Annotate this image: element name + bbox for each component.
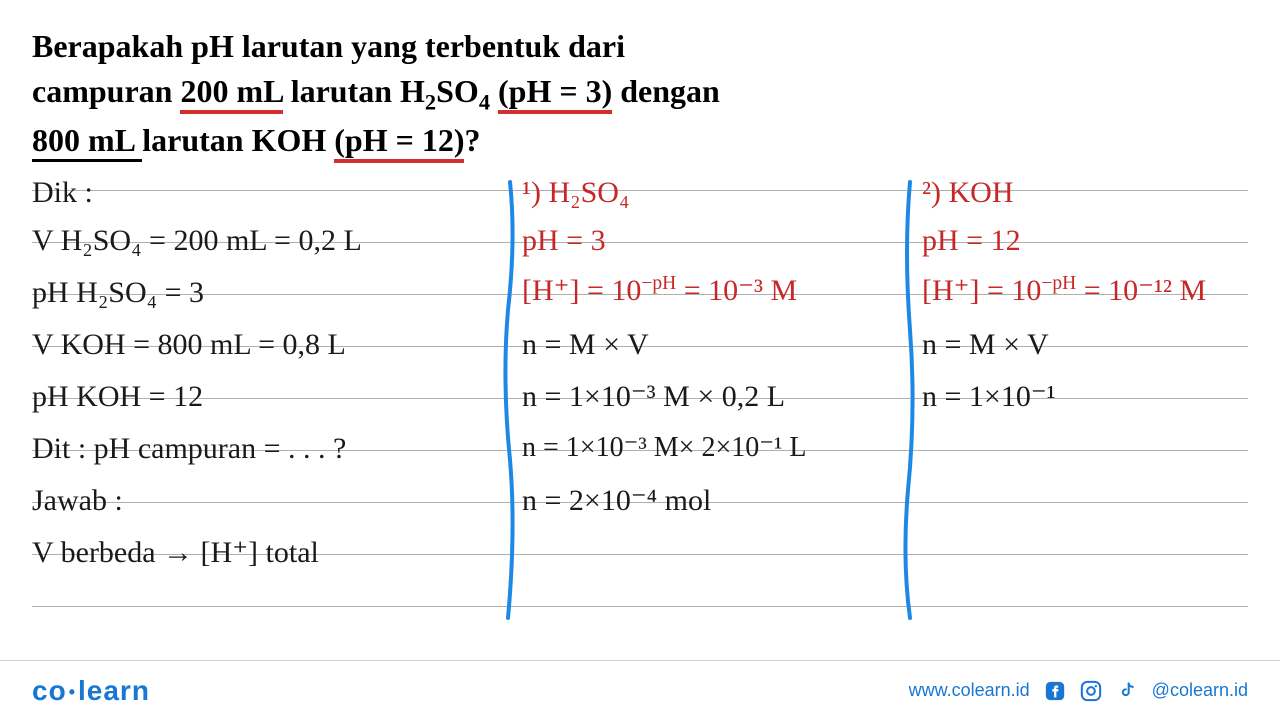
h2so4-ph: pH = 3 — [522, 226, 606, 256]
dik-label: Dik : — [32, 178, 93, 208]
footer-right: www.colearn.id @colearn.id — [909, 680, 1248, 702]
footer-handle: @colearn.id — [1152, 680, 1248, 701]
jawab-label: Jawab : — [32, 486, 123, 516]
q-line1: Berapakah pH larutan yang terbentuk dari — [32, 28, 625, 64]
h2so4-n-result: n = 2×10⁻⁴ mol — [522, 486, 711, 516]
ph-koh: pH KOH = 12 — [32, 382, 203, 412]
koh-ph: pH = 12 — [922, 226, 1021, 256]
h2so4-conc: [H⁺] = 10−pH = 10⁻³ M — [522, 274, 797, 306]
facebook-icon — [1044, 680, 1066, 702]
h2so4-n-formula: n = M × V — [522, 330, 649, 360]
h2so4-n-sub2: n = 1×10⁻³ M× 2×10⁻¹ L — [522, 434, 807, 462]
q-underline-ph3: (pH = 3) — [498, 73, 612, 114]
logo-dot-icon: • — [69, 682, 76, 702]
koh-n-formula: n = M × V — [922, 330, 1049, 360]
divider-1 — [502, 180, 522, 620]
h2so4-n-sub1: n = 1×10⁻³ M × 0,2 L — [522, 382, 785, 412]
tiktok-icon — [1116, 680, 1138, 702]
v-koh: V KOH = 800 mL = 0,8 L — [32, 330, 346, 360]
koh-n-sub: n = 1×10⁻¹ — [922, 382, 1056, 412]
koh-header: ²) KOH — [922, 178, 1013, 208]
footer: co•learn www.colearn.id @colearn.id — [0, 660, 1280, 720]
q-underline-ph12: (pH = 12) — [334, 122, 464, 163]
question-text: Berapakah pH larutan yang terbentuk dari… — [32, 24, 1248, 162]
h2so4-header: ¹) H₂SO₄ — [522, 178, 629, 208]
koh-conc: [H⁺] = 10−pH = 10⁻¹² M — [922, 274, 1206, 306]
dit-label: Dit : pH campuran = . . . ? — [32, 434, 346, 464]
q-underline-800ml: 800 mL — [32, 122, 142, 162]
instagram-icon — [1080, 680, 1102, 702]
ph-h2so4: pH H₂SO₄ = 3 — [32, 278, 204, 308]
divider-2 — [900, 180, 920, 620]
v-h2so4: V H₂SO₄ = 200 mL = 0,2 L — [32, 226, 362, 256]
v-berbeda: V berbeda → [H⁺] total — [32, 538, 319, 568]
colearn-logo: co•learn — [32, 675, 150, 707]
footer-url: www.colearn.id — [909, 680, 1030, 701]
q-underline-200ml: 200 mL — [180, 73, 282, 114]
handwritten-work-area: Dik : V H₂SO₄ = 200 mL = 0,2 L pH H₂SO₄ … — [32, 174, 1248, 634]
